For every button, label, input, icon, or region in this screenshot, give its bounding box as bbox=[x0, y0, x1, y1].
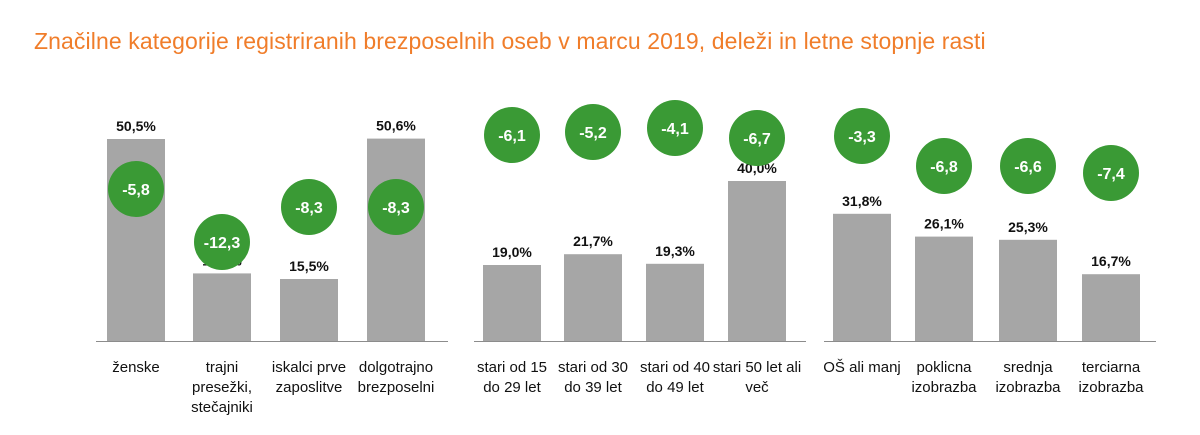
growth-rate-bubble bbox=[1083, 145, 1139, 201]
growth-rate-label: -8,3 bbox=[295, 200, 323, 217]
value-label: 15,5% bbox=[289, 258, 329, 274]
growth-rate-label: -7,4 bbox=[1097, 166, 1125, 183]
growth-rate-label: -6,7 bbox=[743, 131, 771, 148]
growth-rate-bubble bbox=[368, 179, 424, 235]
value-label: 50,6% bbox=[376, 118, 416, 134]
value-label: 25,3% bbox=[1008, 219, 1048, 235]
category-label: trajni presežki, stečajniki bbox=[191, 359, 253, 416]
bar bbox=[728, 181, 786, 341]
growth-rate-bubble bbox=[484, 107, 540, 163]
bar bbox=[915, 236, 973, 341]
bar bbox=[367, 138, 425, 341]
growth-rate-label: -5,2 bbox=[579, 125, 607, 142]
category-label: ženske bbox=[112, 359, 160, 376]
growth-rate-bubble bbox=[647, 100, 703, 156]
bar bbox=[483, 265, 541, 341]
growth-rate-label: -3,3 bbox=[848, 129, 876, 146]
value-label: 19,3% bbox=[655, 243, 695, 259]
category-label: dolgotrajno brezposelni bbox=[357, 359, 435, 396]
bar bbox=[280, 279, 338, 341]
value-label: 21,7% bbox=[573, 233, 613, 249]
growth-rate-label: -6,8 bbox=[930, 159, 958, 176]
growth-rate-bubble bbox=[281, 179, 337, 235]
growth-rate-bubble bbox=[729, 110, 785, 166]
category-label: terciarna izobrazba bbox=[1078, 359, 1144, 396]
category-label: stari 50 let ali več bbox=[712, 359, 802, 396]
growth-rate-bubble bbox=[565, 104, 621, 160]
growth-rate-bubble bbox=[194, 214, 250, 270]
growth-rate-bubble bbox=[1000, 138, 1056, 194]
category-label: stari od 40 do 49 let bbox=[639, 359, 711, 396]
growth-rate-label: -4,1 bbox=[661, 121, 689, 138]
bar bbox=[999, 239, 1057, 341]
growth-rate-label: -8,3 bbox=[382, 200, 410, 217]
growth-rate-label: -5,8 bbox=[122, 182, 150, 199]
value-label: 16,7% bbox=[1091, 253, 1131, 269]
category-label: srednja izobrazba bbox=[995, 359, 1061, 396]
bar bbox=[1082, 274, 1140, 341]
growth-rate-bubble bbox=[834, 108, 890, 164]
value-label: 26,1% bbox=[924, 216, 964, 232]
category-label: stari od 15 do 29 let bbox=[476, 359, 548, 396]
bar bbox=[564, 254, 622, 341]
value-label: 50,5% bbox=[116, 118, 156, 134]
growth-rate-bubble bbox=[916, 138, 972, 194]
growth-rate-bubble bbox=[108, 161, 164, 217]
chart-title: Značilne kategorije registriranih brezpo… bbox=[34, 28, 986, 54]
bar bbox=[833, 213, 891, 341]
value-label: 31,8% bbox=[842, 193, 882, 209]
category-label: OŠ ali manj bbox=[823, 359, 901, 376]
value-label: 19,0% bbox=[492, 244, 532, 260]
growth-rate-label: -6,6 bbox=[1014, 159, 1042, 176]
growth-rate-label: -6,1 bbox=[498, 128, 526, 145]
category-label: iskalci prve zaposlitve bbox=[271, 359, 347, 396]
bar bbox=[193, 273, 251, 341]
category-label: stari od 30 do 39 let bbox=[557, 359, 629, 396]
growth-rate-label: -12,3 bbox=[204, 235, 241, 252]
category-label: poklicna izobrazba bbox=[911, 359, 977, 396]
bar bbox=[646, 263, 704, 341]
